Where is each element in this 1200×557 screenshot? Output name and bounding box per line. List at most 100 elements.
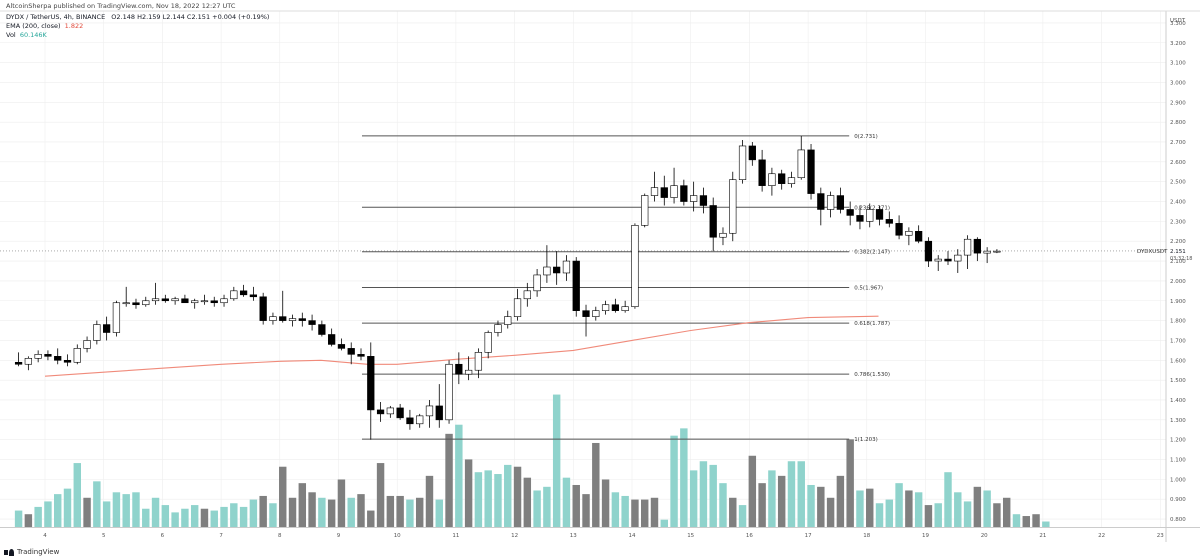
candle[interactable] [562,255,571,281]
candle[interactable] [161,294,169,303]
candle[interactable] [122,286,130,307]
candle[interactable] [474,348,483,379]
candle[interactable] [34,350,42,363]
candle[interactable] [709,197,717,252]
candle[interactable] [680,179,688,206]
candle[interactable] [846,201,854,226]
candle[interactable] [601,300,610,315]
fibonacci-retracement[interactable]: 0(2.731) 0.236(2.371) 0.382(2.147) 0.5(1.96… [0,134,1166,443]
candle[interactable] [513,288,522,321]
candle[interactable] [572,257,580,317]
candle[interactable] [396,403,404,420]
candle[interactable] [807,143,815,200]
candle[interactable] [44,350,52,361]
candle[interactable] [279,290,287,323]
vol-legend[interactable]: Vol 60.146K [6,31,47,40]
candle[interactable] [494,320,502,337]
candle[interactable] [690,181,698,212]
candle[interactable] [269,312,277,325]
candle[interactable] [817,187,825,226]
candle[interactable] [484,330,492,359]
candle[interactable] [592,306,600,321]
candle[interactable] [455,352,463,385]
candle[interactable] [103,316,111,341]
candle[interactable] [249,286,258,301]
candle[interactable] [376,401,385,422]
candle[interactable] [357,348,365,361]
candle[interactable] [866,203,874,228]
candle[interactable] [631,223,639,309]
candle[interactable] [983,247,991,264]
candle[interactable] [748,141,756,166]
candle[interactable] [944,251,952,266]
candle[interactable] [885,211,893,228]
candle[interactable] [73,344,81,365]
candle[interactable] [112,300,121,337]
candle[interactable] [142,296,150,307]
candle[interactable] [181,294,189,304]
candle[interactable] [132,298,140,309]
candle[interactable] [464,356,473,381]
candle[interactable] [641,193,649,228]
candle[interactable] [191,298,199,309]
candle[interactable] [660,175,668,206]
candle[interactable] [758,149,766,192]
candle[interactable] [993,249,1001,254]
candle[interactable] [347,342,355,365]
candle[interactable] [239,284,248,297]
candle[interactable] [171,296,179,305]
candle[interactable] [670,167,678,204]
candle[interactable] [93,320,101,345]
candle[interactable] [83,336,91,353]
candle[interactable] [797,136,805,180]
candle[interactable] [504,310,512,329]
candle[interactable] [435,384,443,428]
candle[interactable] [533,269,541,297]
candle[interactable] [523,282,531,307]
candle[interactable] [416,413,424,428]
candle[interactable] [905,227,913,246]
candle[interactable] [895,215,903,240]
candle[interactable] [367,342,375,440]
candle[interactable] [729,171,737,242]
candle[interactable] [836,187,845,214]
candle[interactable] [553,251,561,285]
candle[interactable] [915,225,923,244]
candle[interactable] [259,292,267,325]
time-axis[interactable]: 4 5 6 7 8 9 10 11 12 13 14 15 16 17 18 19 20 21 22 23 [43,533,1164,539]
candle[interactable] [151,282,160,305]
candle[interactable] [230,286,238,301]
candle[interactable] [288,314,297,327]
candle[interactable] [924,237,933,268]
candle[interactable] [328,328,336,347]
candle[interactable] [621,300,629,313]
candle[interactable] [54,348,62,365]
candle[interactable] [543,245,551,283]
candle[interactable] [308,314,316,331]
tradingview-logo[interactable]: TradingView [4,548,59,556]
candle[interactable] [650,171,659,202]
candle[interactable] [611,298,619,313]
candle[interactable] [719,227,727,246]
candle[interactable] [856,205,864,230]
symbol-title[interactable]: DYDX / TetherUS, 4h, BINANCE [6,13,106,21]
candle[interactable] [875,205,884,226]
candle[interactable] [14,352,23,367]
candle[interactable] [963,235,972,269]
symbol-line[interactable]: DYDX / TetherUS, 4h, BINANCE O2.148 H2.1… [6,13,269,22]
candle[interactable] [337,338,346,351]
candle[interactable] [582,304,590,337]
candle[interactable] [318,320,326,337]
ema-legend[interactable]: EMA (200, close) 1.822 [6,22,83,31]
candle[interactable] [220,294,228,307]
candle[interactable] [826,191,835,218]
candle[interactable] [787,171,796,188]
candle[interactable] [954,249,962,273]
candle[interactable] [699,187,708,214]
candle[interactable] [386,405,394,418]
candle[interactable] [738,140,747,184]
candle[interactable] [768,167,776,196]
candle[interactable] [210,296,218,307]
